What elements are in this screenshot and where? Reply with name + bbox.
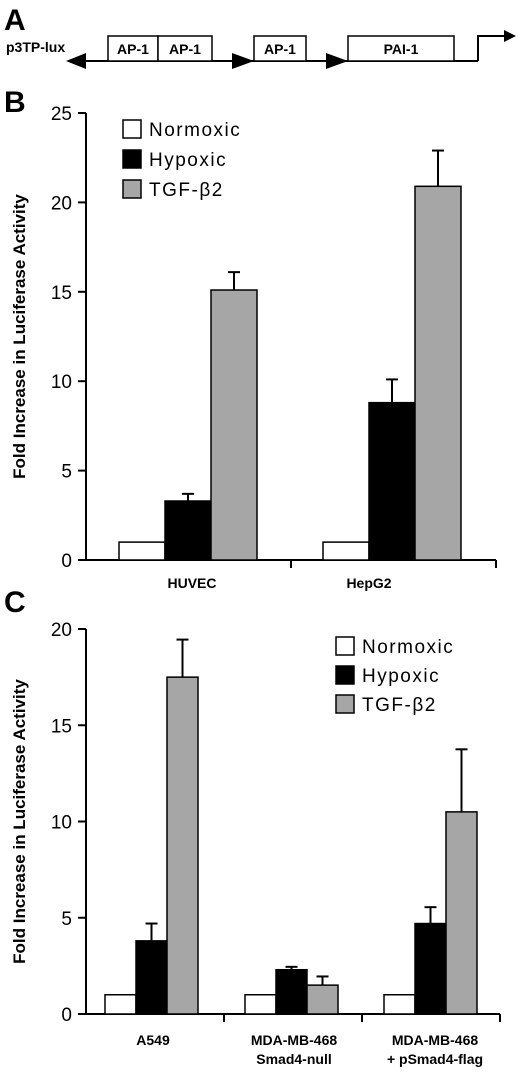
y-tick-label: 5 xyxy=(61,462,72,483)
y-tick-label: 15 xyxy=(51,716,72,737)
bar-tgf-2 xyxy=(210,289,258,561)
legend-label: Hypoxic xyxy=(149,150,227,171)
pai1-box xyxy=(347,35,455,62)
legend-label: Hypoxic xyxy=(362,666,440,687)
legend-swatch xyxy=(335,636,355,656)
panel-a-diagram: A p3TP-lux AP-1 AP-1 AP-1 PAI-1 xyxy=(4,4,516,69)
bar-hypoxic xyxy=(414,922,447,1015)
bar-normoxic xyxy=(244,994,277,1015)
x-category-label: A549 xyxy=(136,1032,170,1048)
bar-tgf-2 xyxy=(166,676,199,1015)
panel-b-letter: B xyxy=(4,86,26,119)
y-tick-label: 10 xyxy=(51,813,72,834)
legend-swatch xyxy=(335,665,355,685)
ap1-box-1-label: AP-1 xyxy=(117,41,149,57)
pai1-box-label: PAI-1 xyxy=(384,41,419,57)
construct-label: p3TP-lux xyxy=(6,39,65,55)
x-category-label: MDA-MB-468 xyxy=(251,1032,338,1048)
x-category-label: Smad4-null xyxy=(256,1051,331,1067)
ap1-box-2-label: AP-1 xyxy=(169,41,201,57)
bar-normoxic xyxy=(322,541,370,561)
y-axis-label: Fold Increase in Luciferase Activity xyxy=(10,679,29,964)
legend-label: TGF-β2 xyxy=(362,695,437,716)
legend-swatch xyxy=(122,119,142,139)
y-tick-label: 0 xyxy=(61,551,72,572)
ap1-box-3-label: AP-1 xyxy=(264,41,296,57)
y-tick-label: 0 xyxy=(61,1005,72,1026)
ap1-box-2 xyxy=(157,35,213,62)
y-tick-label: 5 xyxy=(61,909,72,930)
ap1-box-3 xyxy=(253,35,307,62)
bar-normoxic xyxy=(104,994,137,1015)
legend-label: TGF-β2 xyxy=(149,180,224,201)
bar-tgf-2 xyxy=(306,984,339,1015)
y-tick-label: 25 xyxy=(51,104,72,125)
mid-arrowhead-2 xyxy=(326,53,348,69)
y-tick-label: 20 xyxy=(51,620,72,641)
left-arrowhead xyxy=(66,53,86,69)
bar-hypoxic xyxy=(164,500,212,561)
panel-c-letter: C xyxy=(4,586,26,619)
x-category-label: HUVEC xyxy=(167,575,216,591)
x-category-label: + pSmad4-flag xyxy=(387,1051,483,1067)
legend-label: Normoxic xyxy=(362,637,454,658)
legend-label: Normoxic xyxy=(149,120,241,141)
bar-normoxic xyxy=(118,541,166,561)
panel-c-chart: C 0 5 10 15 20 Fold Increase in Luciferase Ac… xyxy=(4,586,501,1067)
bar-hypoxic xyxy=(275,968,308,1015)
y-tick-label: 15 xyxy=(51,283,72,304)
transcription-start-arrowhead xyxy=(504,30,516,42)
panel-a-letter: A xyxy=(4,4,26,37)
y-axis-label: Fold Increase in Luciferase Activity xyxy=(10,194,29,479)
legend-swatch xyxy=(122,179,142,199)
bar-tgf-2 xyxy=(414,185,462,561)
bar-hypoxic xyxy=(135,940,168,1015)
transcription-start-arrow xyxy=(477,35,504,61)
y-tick-label: 20 xyxy=(51,193,72,214)
legend-swatch xyxy=(122,149,142,169)
x-category-label: HepG2 xyxy=(346,575,391,591)
legend-swatch xyxy=(335,694,355,714)
mid-arrowhead-1 xyxy=(232,53,254,69)
bar-tgf-2 xyxy=(445,811,478,1015)
bar-hypoxic xyxy=(368,401,416,561)
panel-b-chart: B 0 5 10 15 20 25 Fold Increase in Luciferase … xyxy=(4,86,497,591)
bar-normoxic xyxy=(383,994,416,1015)
y-tick-label: 10 xyxy=(51,372,72,393)
x-category-label: MDA-MB-468 xyxy=(392,1032,479,1048)
